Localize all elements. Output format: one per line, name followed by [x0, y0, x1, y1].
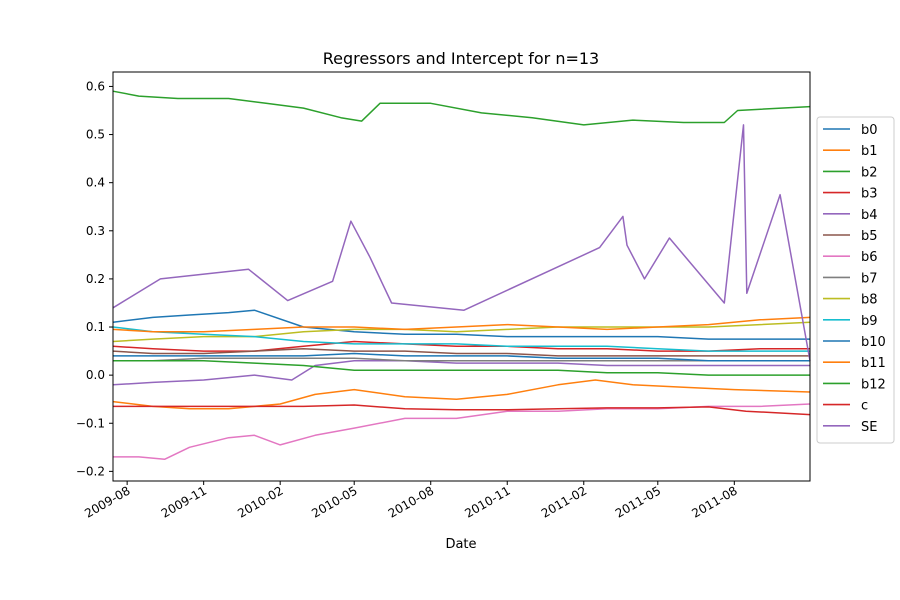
y-tick-label: 0.5: [86, 128, 105, 142]
series-line-b2: [112, 90, 811, 126]
x-tick-label: 2009-08: [82, 483, 132, 520]
legend: b0 b1 b2 b3 b4 b5 b6 b7 b8 b9 b10 b11 b12 c SE: [816, 116, 895, 444]
legend-label-c: c: [861, 399, 868, 414]
y-tick-label: 0.1: [86, 320, 105, 334]
series-line-b10: [113, 352, 810, 362]
y-tick-label: −0.2: [76, 464, 105, 478]
y-tick-label: 0.4: [86, 176, 105, 190]
legend-label-b1: b1: [861, 144, 878, 159]
x-tick-label: 2009-11: [159, 483, 209, 520]
legend-label-b2: b2: [861, 165, 878, 180]
y-tick-label: 0.3: [86, 224, 105, 238]
chart-title: Regressors and Intercept for n=13: [323, 49, 599, 68]
x-tick-label: 2011-08: [689, 483, 739, 520]
y-tick-label: 0.0: [86, 368, 105, 382]
series-line-c: [113, 404, 811, 416]
series-line-b12: [113, 359, 810, 376]
legend-label-b8: b8: [861, 293, 878, 308]
x-tick-label: 2011-02: [539, 483, 589, 520]
x-tick-label: 2010-02: [235, 483, 285, 520]
x-tick-label: 2010-05: [309, 483, 359, 520]
legend-label-b0: b0: [861, 123, 878, 138]
series-line-b11: [112, 316, 811, 333]
legend-label-b10: b10: [861, 335, 886, 350]
legend-label-b6: b6: [861, 250, 878, 265]
y-tick-label: −0.1: [76, 416, 105, 430]
legend-label-b7: b7: [861, 271, 878, 286]
plot-frame: [112, 71, 811, 482]
series-line-b4: [112, 359, 810, 386]
series-line-b0: [112, 309, 810, 340]
y-axis: −0.2 −0.1 0.0 0.1 0.2 0.3 0.4 0.5 0.6: [76, 79, 113, 478]
x-tick-label: 2011-05: [613, 483, 663, 520]
series-line-b7: [113, 357, 810, 362]
legend-label-b3: b3: [861, 187, 878, 202]
legend-box: [816, 116, 895, 444]
legend-label-b11: b11: [861, 356, 886, 371]
legend-label-b12: b12: [861, 377, 886, 392]
series-line-SE: [112, 124, 811, 361]
y-tick-label: 0.6: [86, 79, 105, 93]
series-line-b3: [112, 340, 810, 352]
series-line-b6: [113, 403, 811, 461]
x-tick-label: 2010-08: [386, 483, 436, 520]
x-tick-label: 2010-11: [462, 483, 512, 520]
legend-label-SE: SE: [861, 420, 877, 435]
legend-label-b4: b4: [861, 208, 878, 223]
series-line-b1: [112, 379, 811, 410]
y-tick-label: 0.2: [86, 272, 105, 286]
x-axis-label: Date: [445, 537, 476, 552]
plot-area: [112, 90, 811, 461]
series-line-b5: [112, 347, 810, 357]
series-line-b8: [112, 321, 811, 343]
series-line-b9: [112, 326, 810, 352]
x-axis: 2009-08 2009-11 2010-02 2010-05 2010-08 2010-…: [82, 481, 740, 521]
legend-label-b9: b9: [861, 314, 878, 329]
legend-label-b5: b5: [861, 229, 878, 244]
